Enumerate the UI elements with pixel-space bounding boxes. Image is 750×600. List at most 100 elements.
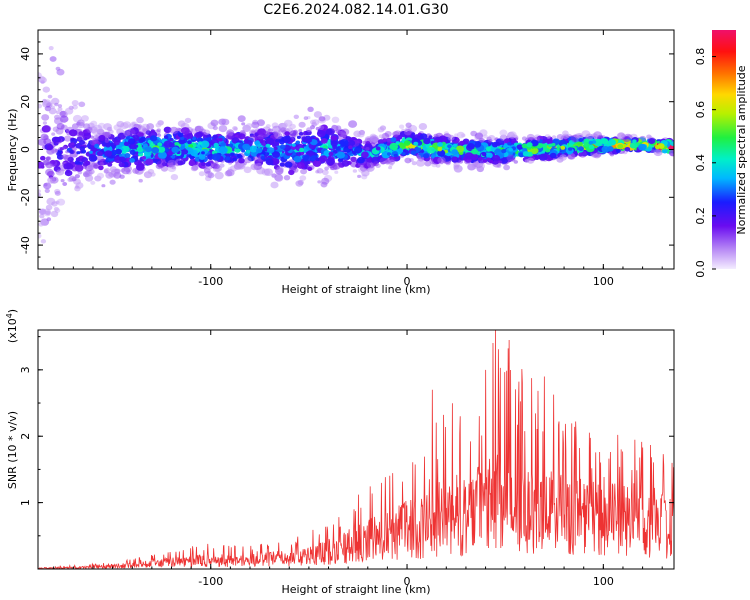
spectrogram-cell — [307, 106, 314, 113]
spectrogram-cell — [238, 133, 246, 140]
spectrogram-cell — [330, 140, 338, 147]
spectrogram-cell — [532, 148, 537, 152]
spectrogram-cell — [167, 159, 177, 167]
spectrogram-cell — [356, 156, 365, 164]
spectrogram-cell — [59, 110, 66, 116]
spectrogram-cell — [264, 130, 269, 135]
spectrogram-cell — [57, 107, 63, 112]
spectrogram-cell — [43, 208, 51, 215]
spectrogram-cell — [146, 123, 155, 130]
spectrogram-cell — [592, 140, 597, 144]
spectrogram-cell — [58, 147, 64, 152]
spectrogram-cell — [213, 142, 219, 148]
spectrogram-cell — [259, 120, 265, 125]
spectrogram-cell — [299, 175, 307, 181]
spectrogram-cell — [110, 150, 118, 156]
multiplier-exponent: 4 — [5, 313, 14, 318]
spectrogram-cell — [149, 135, 158, 142]
spectrogram-cell — [296, 162, 305, 169]
spectrogram-cell — [404, 129, 412, 136]
spectrogram-cell — [163, 126, 172, 133]
spectrogram-cell — [198, 171, 205, 177]
spectrogram-cell — [71, 146, 77, 152]
spectrogram-cell — [218, 125, 228, 133]
spectrogram-cell — [324, 166, 329, 171]
spectrogram-cell — [559, 154, 567, 161]
spectrogram-cell — [373, 161, 379, 167]
spectrogram-cell — [284, 161, 293, 168]
spectrogram-cell — [291, 143, 296, 147]
spectrogram-cell — [226, 169, 235, 177]
spectrogram-cell — [70, 138, 78, 144]
spectrogram-cell — [482, 159, 488, 163]
spectrogram-cell — [42, 121, 48, 125]
spectrogram-cell — [151, 147, 160, 154]
spectrogram-cell — [214, 171, 224, 180]
spectrogram-cell — [123, 141, 130, 146]
bottom-y-tick-label: 1 — [19, 499, 32, 506]
spectrogram-cell — [331, 116, 340, 124]
spectrogram-cell — [513, 160, 518, 164]
spectrogram-cell — [670, 141, 674, 146]
spectrogram-cell — [94, 143, 100, 149]
spectrogram-cell — [74, 164, 84, 172]
bottom-x-tick-label: 100 — [593, 575, 614, 588]
bottom-y-tick-label: 2 — [19, 433, 32, 440]
spectrogram-cell — [195, 131, 203, 138]
spectrogram-cell — [624, 147, 631, 152]
spectrogram-cell — [365, 147, 370, 151]
spectrogram-cell — [447, 134, 455, 141]
spectrogram-cell — [54, 190, 61, 196]
spectrogram-cell — [418, 123, 428, 130]
spectrogram-cell — [357, 174, 362, 178]
spectrogram-cell — [266, 147, 275, 154]
top-x-tick-label: 100 — [593, 275, 614, 288]
spectrogram-cell — [241, 122, 246, 126]
spectrogram-cell — [503, 138, 510, 144]
spectrogram-cell — [236, 153, 242, 158]
spectrogram-cell — [104, 139, 109, 143]
spectrogram-cell — [44, 188, 50, 193]
multiplier-base: (x10 — [6, 318, 19, 343]
spectrogram-cell — [226, 129, 235, 136]
spectrogram-cell — [181, 149, 189, 155]
top-y-tick-label: -20 — [19, 188, 32, 206]
spectrogram-cell — [79, 146, 85, 151]
spectrogram-cell — [352, 169, 358, 173]
spectrogram-cell — [61, 154, 69, 160]
spectrogram-cell — [437, 149, 446, 157]
spectrogram-cell — [54, 117, 63, 125]
spectrogram-cell — [348, 120, 358, 128]
spectrogram-cell — [341, 160, 350, 167]
spectrogram-cell — [98, 165, 104, 171]
spectrogram-cell — [326, 157, 335, 166]
spectrogram-cell — [62, 118, 67, 123]
spectrogram-cell — [54, 102, 59, 107]
spectrogram-cell — [576, 141, 583, 147]
spectrogram-cell — [40, 239, 47, 244]
spectrogram-cell — [101, 184, 106, 188]
spectrogram-cell — [241, 149, 246, 153]
spectrogram-cell — [104, 150, 113, 157]
spectrogram-cell — [293, 155, 302, 163]
spectrogram-cell — [77, 119, 85, 127]
spectrogram-cell — [617, 144, 624, 149]
spectrogram-cell — [423, 138, 431, 145]
spectrogram-cell — [163, 135, 169, 139]
spectrogram-cell — [67, 177, 73, 182]
spectrogram-cell — [157, 151, 167, 159]
spectrogram-cell — [54, 136, 61, 143]
spectrogram-cell — [49, 56, 57, 62]
spectrogram-cell — [283, 175, 291, 181]
spectrogram-cell — [62, 145, 67, 150]
spectrogram-cell — [301, 136, 308, 142]
spectrogram-cell — [399, 124, 405, 129]
spectrogram-cell — [212, 134, 218, 139]
spectrogram-cell — [56, 123, 65, 130]
spectrogram-cell — [392, 131, 400, 137]
spectrogram-cell — [48, 46, 54, 51]
spectrogram-cell — [378, 134, 384, 138]
spectrogram-cell — [251, 130, 256, 134]
colorbar — [712, 30, 736, 269]
spectrogram-cell — [40, 133, 49, 140]
